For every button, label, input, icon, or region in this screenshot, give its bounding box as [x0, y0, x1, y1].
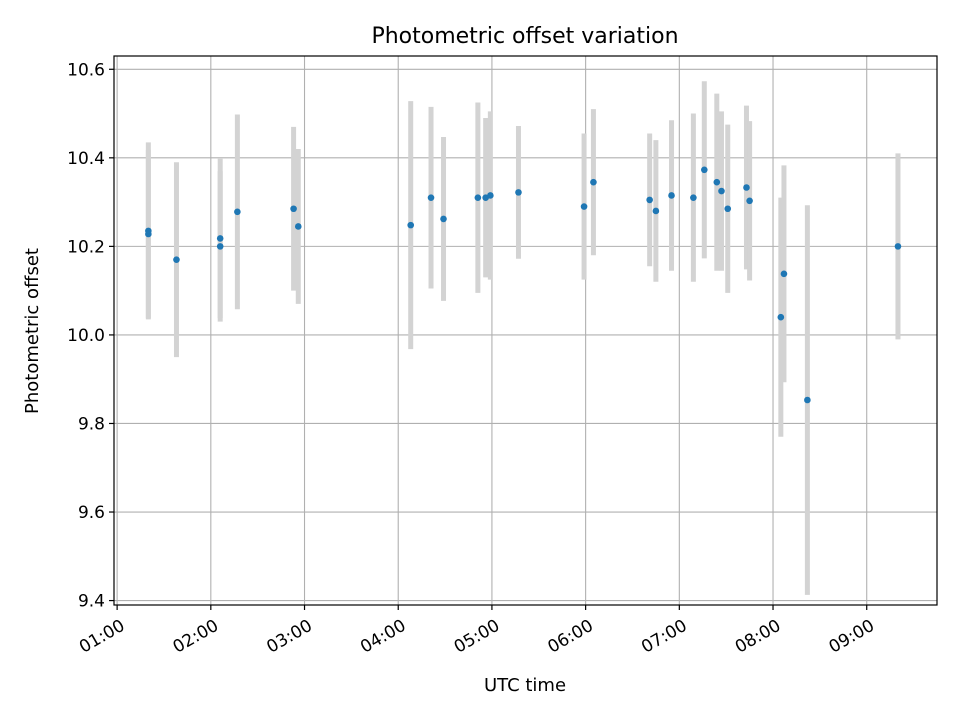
data-point — [690, 194, 697, 201]
data-point — [746, 197, 753, 205]
y-tick-label: 10.6 — [67, 60, 105, 80]
x-tick-label: 09:00 — [826, 616, 878, 658]
y-tick-label: 10.0 — [67, 326, 105, 346]
data-point — [216, 235, 224, 242]
data-point — [487, 192, 494, 199]
x-tick-label: 08:00 — [732, 616, 784, 658]
data-point — [590, 178, 597, 186]
data-point — [713, 178, 721, 186]
data-point — [652, 207, 660, 215]
data-point — [646, 196, 653, 204]
data-point — [294, 223, 302, 230]
y-axis-label: Photometric offset — [22, 248, 43, 414]
data-point — [894, 243, 902, 250]
data-point — [718, 187, 725, 195]
data-point — [777, 313, 785, 321]
y-tick-label: 9.8 — [78, 414, 105, 434]
data-point — [145, 230, 152, 238]
data-point — [427, 194, 435, 201]
data-point — [701, 166, 708, 174]
plot-frame — [113, 55, 938, 606]
data-point — [804, 396, 811, 404]
x-axis-ticks: 01:00 02:00 03:00 04:00 05:00 06:00 07:00 08:00… — [76, 605, 878, 658]
data-point — [234, 208, 241, 216]
x-axis-label: UTC time — [484, 675, 566, 696]
x-tick-label: 07:00 — [638, 616, 690, 658]
y-tick-label: 9.4 — [78, 592, 105, 612]
data-point — [515, 189, 522, 196]
x-tick-label: 03:00 — [263, 616, 315, 658]
data-point — [216, 243, 224, 250]
data-point — [668, 192, 675, 199]
y-tick-label: 9.6 — [78, 503, 105, 523]
x-tick-label: 05:00 — [451, 616, 503, 658]
y-tick-label: 10.4 — [67, 149, 105, 169]
data-point — [173, 256, 180, 263]
data-points — [145, 166, 902, 404]
x-tick-label: 02:00 — [170, 616, 222, 658]
data-point — [580, 203, 588, 210]
x-tick-label: 01:00 — [76, 616, 128, 658]
y-tick-label: 10.2 — [67, 237, 105, 257]
x-tick-label: 06:00 — [544, 616, 596, 658]
x-tick-label: 04:00 — [357, 616, 409, 658]
data-point — [780, 270, 788, 278]
data-point — [440, 215, 447, 223]
data-point — [407, 221, 415, 229]
data-point — [724, 205, 732, 213]
data-point — [474, 194, 482, 201]
data-point — [290, 205, 297, 213]
chart-title: Photometric offset variation — [371, 24, 678, 49]
y-axis-ticks: 9.4 9.6 9.8 10.0 10.2 10.4 10.6 — [67, 60, 114, 612]
data-point — [743, 184, 750, 191]
